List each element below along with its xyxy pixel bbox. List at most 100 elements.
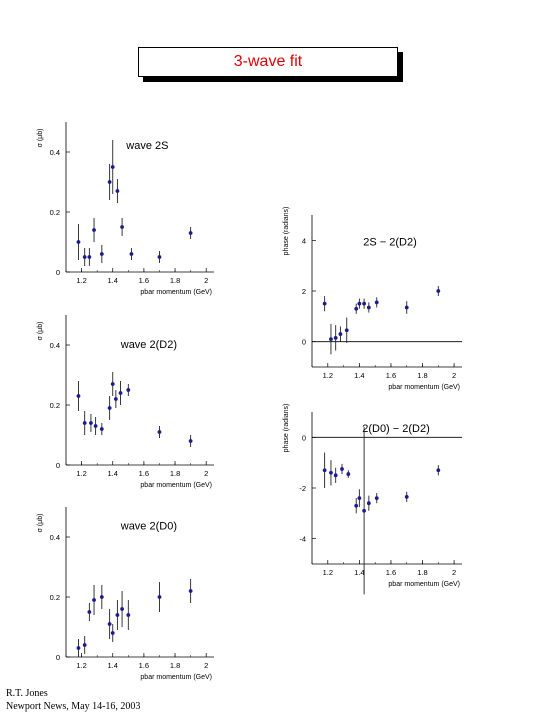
panel-label: 2(D0) − 2(D2): [362, 423, 430, 435]
x-tick-label: 1.6: [139, 661, 149, 670]
y-tick-label: 0: [56, 461, 60, 470]
panel-1: 1.2 1.4 1.6 1.8 2 0 0.2 0.4 pbar momentum (GeV) σ…: [37, 122, 214, 296]
data-point: [322, 301, 327, 306]
data-point: [76, 394, 81, 398]
panel-2: 1.2 1.4 1.6 1.8 2 0 0.2 0.4 pbar momentum (GeV) σ…: [37, 315, 214, 489]
data-point: [89, 421, 93, 425]
x-axis-label: pbar momentum (GeV): [388, 581, 460, 588]
x-tick-label: 2: [204, 276, 208, 285]
panel-3: 1.2 1.4 1.6 1.8 2 0 0.2 0.4 pbar momentum (GeV) σ…: [37, 507, 214, 681]
data-point: [126, 613, 131, 617]
data-point: [188, 589, 193, 593]
y-tick-label: 0: [56, 653, 60, 662]
panel-label: 2S − 2(D2): [363, 236, 417, 248]
data-point: [107, 180, 112, 184]
footer-venue: Newport News, May 14-16, 2003: [6, 701, 141, 712]
data-point: [188, 439, 193, 443]
panel-5: 1.2 1.4 1.6 1.8 2 0 -2 -4 pbar momentum (GeV) pha…: [283, 404, 462, 595]
y-tick-label: -4: [299, 535, 306, 544]
x-tick-label: 1.4: [108, 276, 118, 285]
y-axis-label: σ (μb): [37, 514, 44, 533]
data-point: [333, 335, 338, 340]
data-point: [366, 305, 371, 310]
y-axis-label: σ (μb): [37, 129, 44, 148]
data-point: [357, 496, 362, 501]
data-point: [87, 610, 92, 614]
x-axis-label: pbar momentum (GeV): [140, 674, 212, 681]
x-tick-label: 1.2: [76, 276, 86, 285]
data-point: [322, 468, 327, 473]
data-point: [120, 607, 124, 611]
x-tick-label: 1.8: [170, 276, 180, 285]
data-point: [76, 240, 81, 244]
data-point: [82, 255, 87, 259]
x-tick-label: 1.6: [139, 276, 149, 285]
data-point: [362, 508, 367, 513]
x-axis-label: pbar momentum (GeV): [388, 384, 460, 391]
x-tick-label: 1.4: [354, 568, 364, 577]
footer-author: R.T. Jones: [6, 688, 48, 699]
data-point: [92, 228, 96, 232]
data-point: [357, 301, 362, 306]
y-axis-label: phase (radians): [283, 207, 290, 256]
data-point: [362, 301, 367, 306]
data-point: [82, 421, 87, 425]
x-tick-label: 1.4: [354, 371, 364, 380]
data-point: [366, 501, 371, 506]
data-point: [329, 470, 333, 475]
x-axis-label: pbar momentum (GeV): [140, 289, 212, 296]
data-point: [107, 406, 112, 410]
data-point: [92, 598, 96, 602]
data-point: [346, 472, 351, 476]
data-point: [340, 467, 344, 471]
page-title: 3-wave fit: [138, 47, 398, 77]
x-tick-label: 1.4: [108, 661, 118, 670]
y-tick-label: 0.4: [50, 148, 60, 157]
x-tick-label: 2: [452, 371, 456, 380]
data-point: [110, 382, 115, 386]
data-point: [110, 165, 115, 169]
x-tick-label: 1.4: [108, 469, 118, 478]
data-point: [374, 300, 379, 305]
data-point: [113, 397, 118, 401]
x-tick-label: 1.8: [417, 371, 427, 380]
x-tick-label: 1.2: [76, 661, 86, 670]
x-tick-label: 1.2: [323, 568, 333, 577]
data-point: [354, 306, 359, 311]
x-tick-label: 2: [452, 568, 456, 577]
panel-label: wave 2(D0): [120, 521, 177, 533]
data-point: [329, 337, 333, 342]
y-axis-label: σ (μb): [37, 322, 44, 341]
data-point: [436, 289, 441, 293]
y-tick-label: 0.4: [50, 341, 60, 350]
data-point: [115, 613, 120, 617]
data-point: [120, 225, 124, 229]
data-point: [129, 252, 134, 256]
data-point: [157, 595, 162, 599]
x-tick-label: 2: [204, 661, 208, 670]
x-tick-label: 1.2: [323, 371, 333, 380]
data-point: [87, 255, 92, 259]
data-point: [118, 391, 123, 395]
y-tick-label: 0.2: [50, 208, 60, 217]
x-tick-label: 1.8: [170, 661, 180, 670]
y-tick-label: -2: [299, 484, 306, 493]
x-tick-label: 1.2: [76, 469, 86, 478]
data-point: [93, 424, 98, 428]
x-tick-label: 1.6: [139, 469, 149, 478]
data-point: [354, 503, 359, 508]
y-tick-label: 0: [302, 338, 306, 347]
y-tick-label: 4: [302, 236, 306, 245]
data-point: [110, 631, 115, 635]
x-tick-label: 1.8: [417, 568, 427, 577]
data-point: [76, 646, 81, 650]
data-point: [99, 427, 104, 431]
data-point: [338, 332, 343, 336]
y-tick-label: 0: [302, 433, 306, 442]
data-point: [436, 468, 441, 473]
data-point: [404, 305, 409, 310]
panel-label: wave 2(D2): [120, 339, 177, 351]
data-point: [99, 252, 104, 256]
data-point: [157, 255, 162, 259]
